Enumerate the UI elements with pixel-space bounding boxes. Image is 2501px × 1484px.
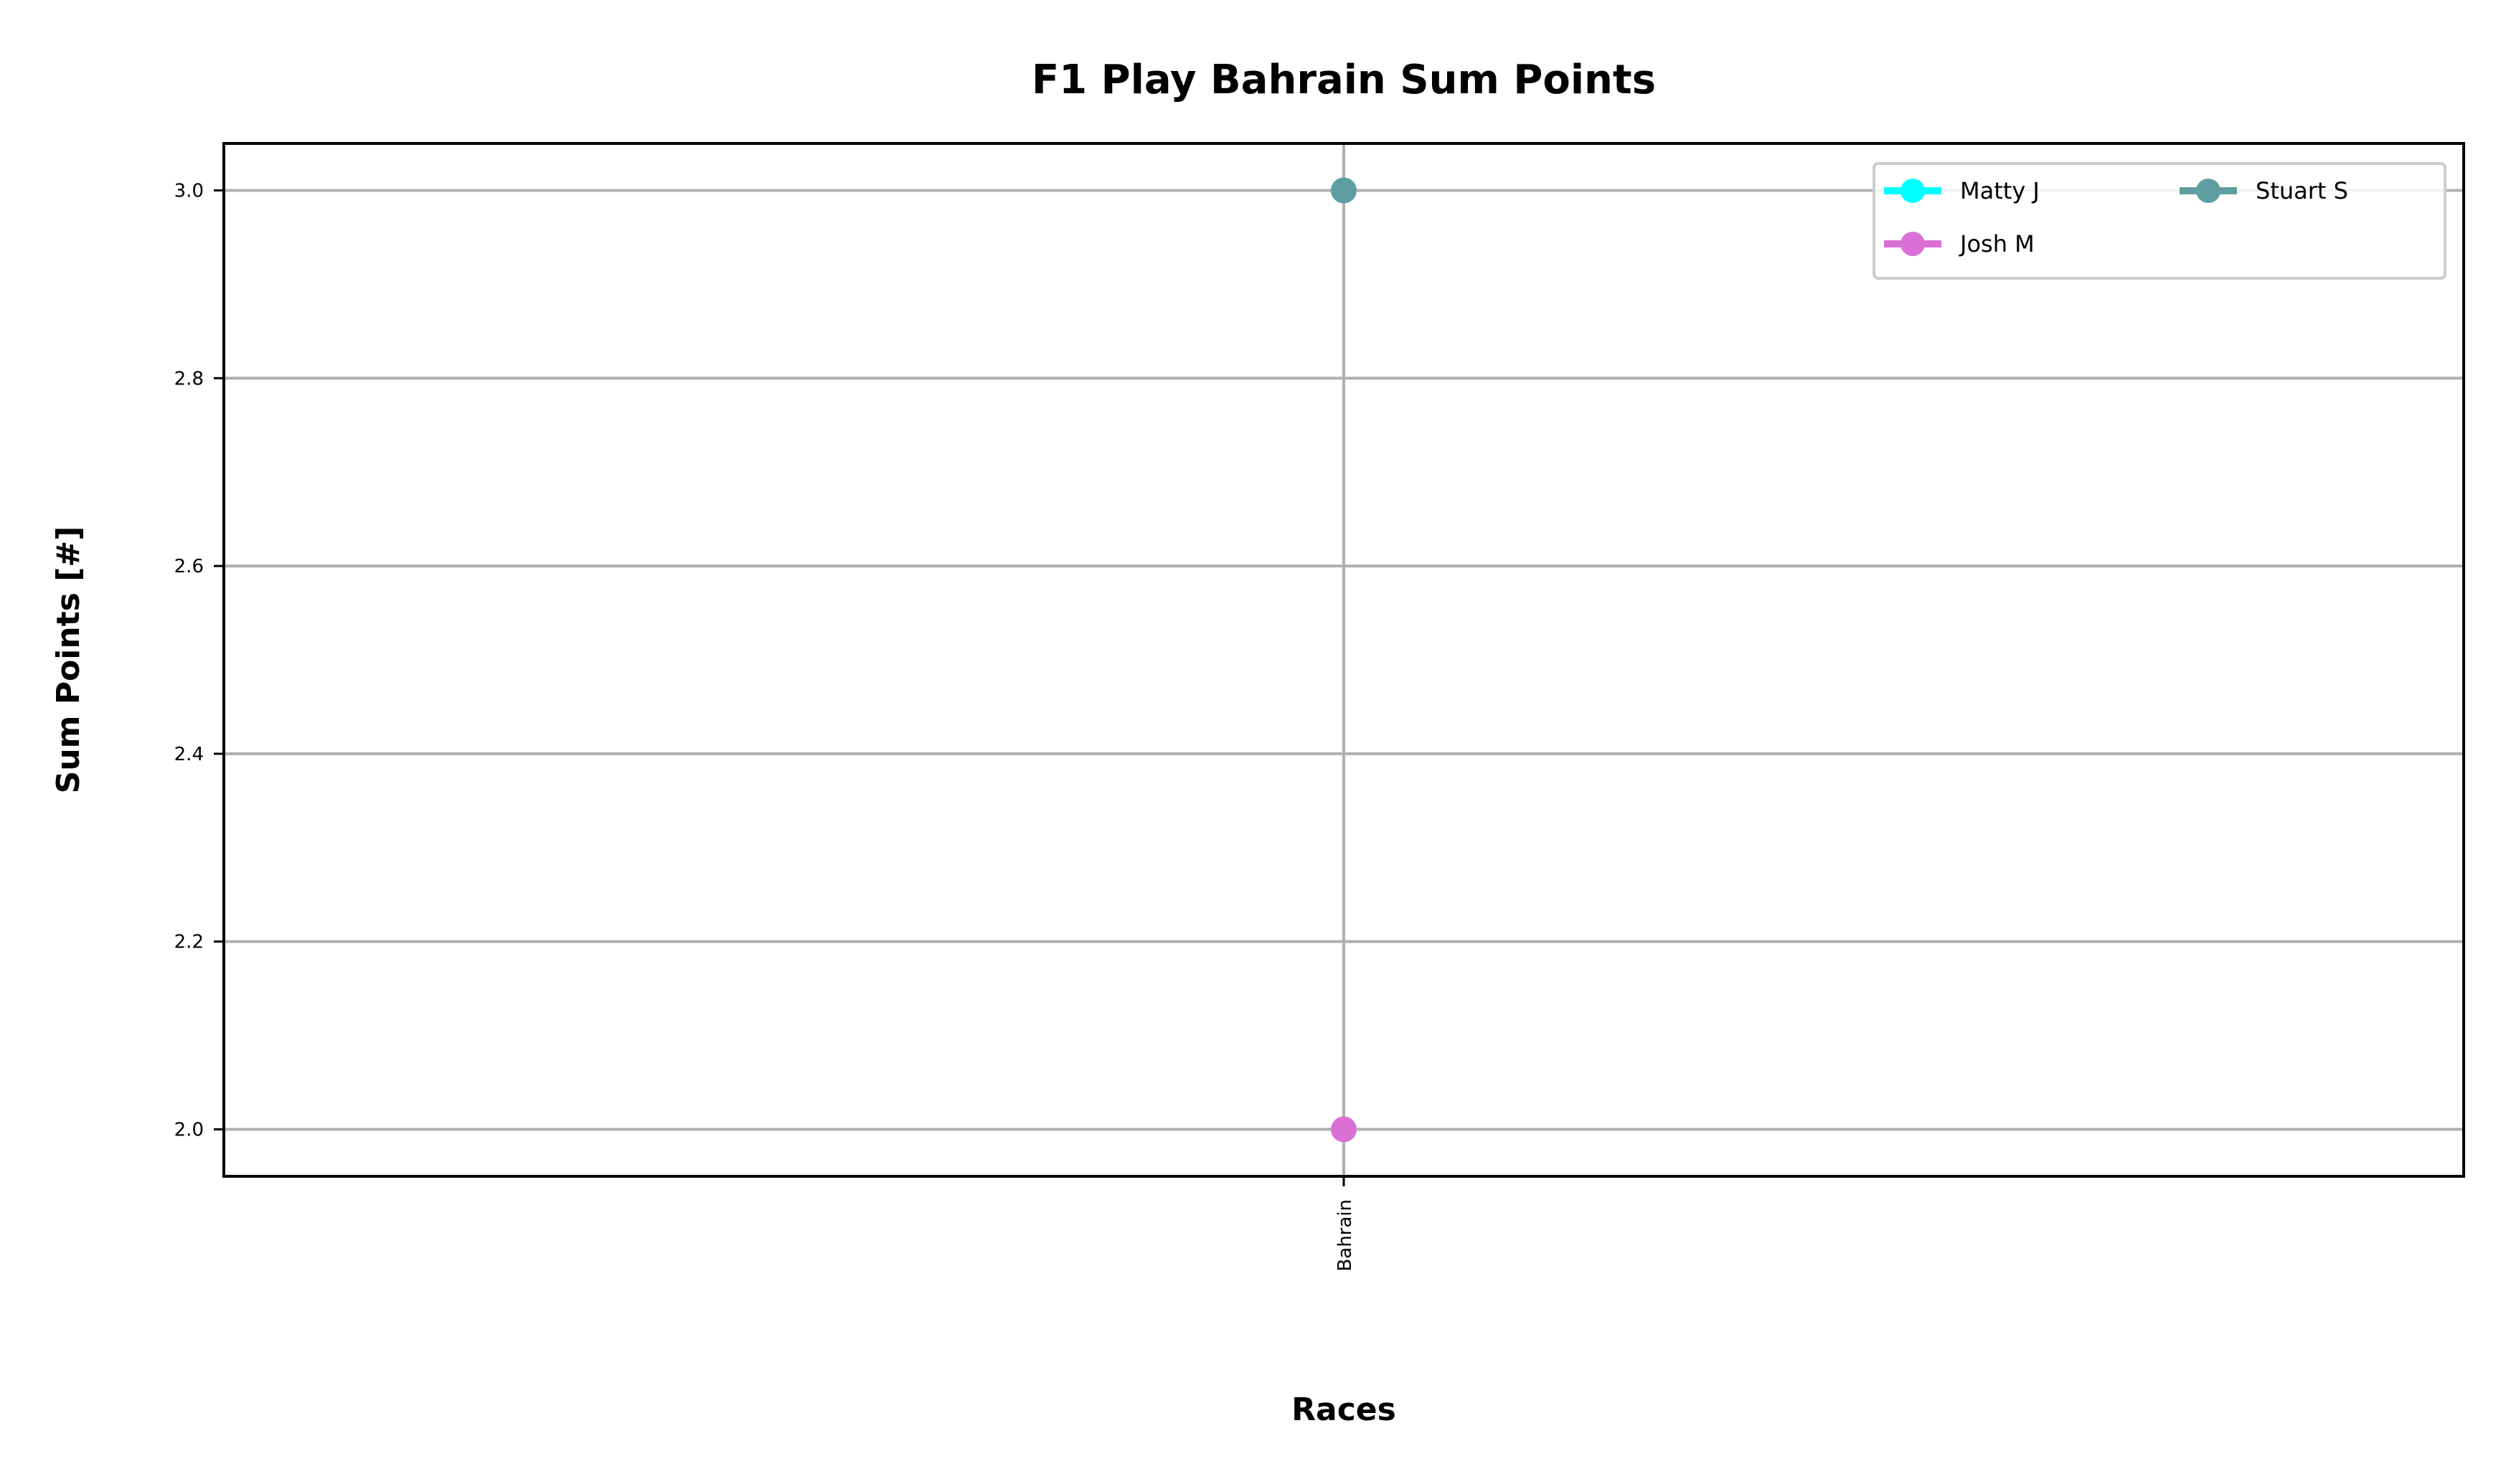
y-tick-label: 2.0	[174, 1120, 204, 1141]
x-axis-label: Races	[1291, 1391, 1396, 1428]
series-point	[1331, 1116, 1357, 1143]
legend-label: Matty J	[1960, 177, 2040, 204]
y-tick-label: 2.6	[174, 556, 204, 577]
series-point	[1331, 177, 1357, 204]
y-tick-label: 2.8	[174, 368, 204, 389]
legend: Matty J Josh M Stuart S	[1873, 162, 2446, 280]
legend-box	[1873, 162, 2446, 280]
x-tick-label: Bahrain	[1334, 1199, 1356, 1272]
tick-layer: 2.0 2.2 2.4 2.6 2.8 3.0 Bahrain	[174, 180, 1356, 1271]
legend-swatch-marker	[1901, 179, 1925, 203]
legend-swatch-marker	[1901, 232, 1925, 256]
y-tick-label: 2.2	[174, 932, 204, 953]
legend-label: Josh M	[1959, 230, 2035, 257]
y-tick-label: 2.4	[174, 744, 204, 765]
chart-title: F1 Play Bahrain Sum Points	[1032, 57, 1656, 103]
series-layer	[1331, 177, 1357, 1143]
y-tick-label: 3.0	[174, 180, 204, 202]
y-axis-label: Sum Points [#]	[50, 526, 87, 794]
legend-label: Stuart S	[2256, 177, 2348, 204]
legend-swatch-marker	[2196, 179, 2220, 203]
